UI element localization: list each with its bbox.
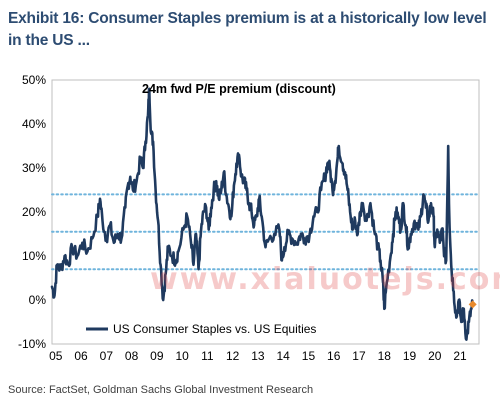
x-tick-label: 11 — [201, 349, 214, 363]
legend-label: US Consumer Staples vs. US Equities — [113, 322, 316, 336]
x-tick-label: 20 — [428, 349, 442, 363]
x-tick-label: 13 — [251, 349, 265, 363]
x-tick-label: 12 — [226, 349, 240, 363]
plot-frame — [51, 79, 480, 345]
x-tick-label: 19 — [403, 349, 417, 363]
source-note: Source: FactSet, Goldman Sachs Global In… — [8, 384, 314, 396]
y-tick-label: 40% — [22, 117, 46, 131]
latest-point-marker — [468, 300, 477, 309]
x-tick-label: 17 — [352, 349, 366, 363]
x-tick-label: 05 — [49, 349, 63, 363]
exhibit-title: Exhibit 16: Consumer Staples premium is … — [8, 10, 487, 49]
x-tick-label: 21 — [453, 349, 467, 363]
x-tick-label: 15 — [302, 349, 316, 363]
y-tick-label: -10% — [18, 337, 46, 351]
watermark-text: www.xialuotejs.com — [150, 262, 500, 297]
x-axis: 05 06 07 08 09 10 11 12 13 14 15 16 17 18 19 20 21 — [49, 349, 467, 363]
chart-title: 24m fwd P/E premium (discount) — [142, 82, 336, 96]
y-tick-label: 20% — [22, 205, 46, 219]
x-tick-label: 08 — [125, 349, 139, 363]
x-tick-label: 06 — [74, 349, 88, 363]
x-tick-label: 09 — [150, 349, 164, 363]
y-tick-label: 50% — [22, 73, 46, 87]
y-axis: 50% 40% 30% 20% 10% 0% -10% — [18, 73, 46, 351]
y-tick-label: 30% — [22, 161, 46, 175]
reference-lines — [51, 193, 480, 271]
x-tick-label: 10 — [175, 349, 189, 363]
x-tick-label: 18 — [378, 349, 392, 363]
y-tick-label: 10% — [22, 249, 46, 263]
y-tick-label: 0% — [29, 293, 47, 307]
legend: US Consumer Staples vs. US Equities — [86, 322, 316, 336]
x-tick-label: 07 — [100, 349, 114, 363]
x-tick-label: 16 — [327, 349, 341, 363]
x-tick-label: 14 — [277, 349, 291, 363]
series-line — [50, 87, 474, 341]
